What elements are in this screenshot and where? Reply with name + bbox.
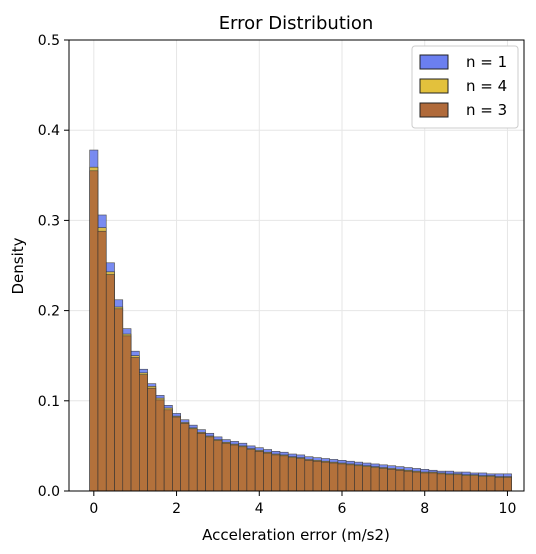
legend-label-n3: n = 3 (466, 101, 507, 119)
x-axis-ticks: 0 2 4 6 8 10 (89, 491, 516, 517)
bar-series-2-bin-9 (163, 409, 173, 492)
bar-series-2-bin-19 (246, 449, 256, 492)
bar-series-2-bin-17 (230, 444, 239, 492)
y-axis-ticks: 0.0 0.1 0.2 0.3 0.4 0.5 (38, 33, 69, 500)
bar-series-2-bin-25 (296, 458, 306, 492)
axes-frame (68, 39, 525, 492)
bar-series-2-bin-13 (196, 432, 206, 492)
bar-series-2-bin-11 (180, 423, 190, 492)
legend-label-n1: n = 1 (466, 53, 507, 71)
bar-series-2-bin-20 (254, 451, 264, 492)
bar-series-2-bin-50 (503, 477, 512, 492)
bar-series-2-bin-7 (147, 387, 157, 492)
legend-swatch-n3 (419, 102, 449, 118)
legend-swatch-n1 (419, 54, 449, 70)
bar-series-2-bin-30 (337, 463, 347, 492)
bar-series-2-bin-24 (287, 457, 297, 492)
bar-series-2-bin-14 (205, 436, 215, 492)
x-tick-label-5: 10 (499, 501, 517, 517)
bar-series-2-bin-38 (403, 470, 413, 492)
bar-series-2-bin-1 (97, 230, 107, 492)
bar-series-2-bin-33 (362, 466, 372, 492)
y-tick-label-1: 0.1 (38, 394, 60, 410)
bar-series-2-bin-42 (436, 473, 446, 492)
bar-series-2-bin-41 (428, 472, 438, 492)
x-tick-label-2: 4 (255, 501, 264, 517)
bar-series-2-bin-8 (155, 399, 165, 492)
bar-series-2-bin-29 (329, 462, 339, 492)
legend-label-n4: n = 4 (466, 77, 507, 95)
bar-series-2-bin-26 (304, 460, 314, 492)
bar-series-2-bin-23 (279, 455, 289, 492)
x-tick-label-0: 0 (89, 501, 98, 517)
y-tick-label-3: 0.3 (38, 213, 60, 229)
bar-series-2-bin-10 (172, 416, 181, 492)
bar-series-2-bin-37 (395, 469, 405, 492)
y-tick-label-0: 0.0 (38, 484, 60, 500)
bar-series-2-bin-5 (130, 357, 140, 492)
bar-series-2-bin-22 (271, 454, 281, 492)
bar-series-2-bin-4 (122, 335, 132, 492)
bar-series-2-bin-48 (486, 476, 496, 492)
bar-series-2-bin-39 (412, 471, 421, 492)
bar-series-2-bin-49 (494, 477, 504, 492)
bar-series-2-bin-46 (469, 475, 479, 492)
bar-series-2-bin-15 (213, 440, 223, 492)
x-tick-label-4: 8 (420, 501, 429, 517)
bar-series-2-bin-31 (345, 464, 355, 492)
bar-series-2-bin-6 (139, 374, 148, 492)
bar-series-2-bin-12 (188, 428, 198, 492)
bar-series-2-bin-27 (312, 460, 322, 492)
bars-layer (89, 149, 512, 492)
bar-series-2-bin-45 (461, 475, 471, 492)
bar-series-2-bin-21 (263, 452, 272, 492)
legend: n = 1 n = 4 n = 3 (411, 45, 519, 129)
bar-series-2-bin-44 (453, 474, 463, 492)
bar-series-2-bin-32 (354, 465, 363, 492)
bar-series-2-bin-34 (370, 467, 380, 492)
bar-series-2-bin-16 (221, 442, 231, 492)
y-tick-label-2: 0.2 (38, 304, 60, 320)
bar-series-2-bin-3 (114, 308, 124, 492)
x-tick-label-1: 2 (172, 501, 181, 517)
bar-series-2-bin-40 (420, 472, 430, 492)
bar-series-2-bin-0 (89, 170, 99, 492)
bar-series-2-bin-36 (387, 469, 397, 492)
x-tick-label-3: 6 (338, 501, 347, 517)
bar-series-2-bin-18 (238, 446, 248, 492)
bar-series-2-bin-28 (321, 461, 330, 492)
legend-swatch-n4 (419, 78, 449, 94)
bar-series-2-bin-47 (478, 476, 488, 492)
chart-title: Error Distribution (219, 13, 374, 34)
y-tick-label-5: 0.5 (38, 33, 60, 49)
bar-series-2-bin-43 (445, 474, 454, 492)
y-axis-label: Density (9, 237, 27, 294)
y-tick-label-4: 0.4 (38, 123, 60, 139)
bar-series-2-bin-2 (105, 274, 115, 492)
bar-series-2-bin-35 (378, 468, 388, 492)
x-axis-label: Acceleration error (m/s2) (202, 526, 390, 544)
